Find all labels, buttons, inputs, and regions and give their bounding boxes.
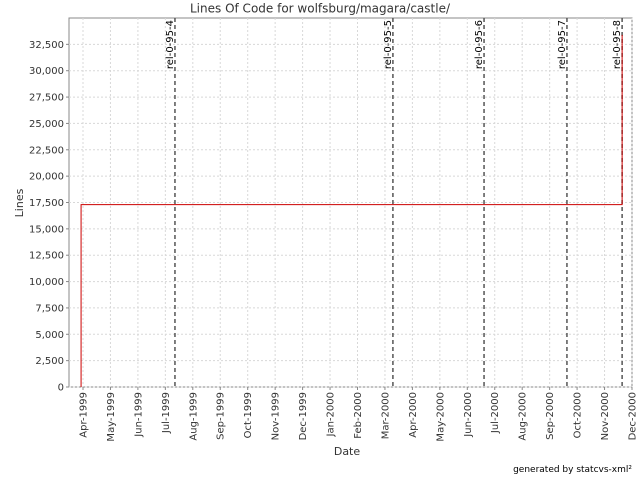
y-tick-label: 17,500 [29, 198, 64, 209]
y-tick-label: 0 [58, 383, 64, 394]
y-tick-label: 5,000 [35, 330, 64, 341]
x-tick-label: Nov-2000 [600, 392, 611, 440]
x-tick-label: Apr-1999 [78, 392, 89, 438]
y-tick-label: 2,500 [35, 356, 64, 367]
x-tick-label: Jul-2000 [490, 392, 501, 434]
release-label: rel-0-95-5 [383, 20, 394, 69]
x-tick-label: May-1999 [106, 392, 117, 442]
x-tick-label: Dec-1999 [298, 392, 309, 440]
y-tick-label: 20,000 [29, 172, 64, 183]
x-tick-label: Apr-2000 [408, 392, 419, 438]
x-tick-label: Nov-1999 [271, 392, 282, 440]
y-axis-label: Lines [13, 188, 26, 217]
x-tick-label: Jan-2000 [326, 392, 337, 437]
x-tick-label: Mar-2000 [380, 392, 391, 439]
y-tick-label: 30,000 [29, 66, 64, 77]
y-tick-label: 25,000 [29, 119, 64, 130]
x-tick-label: Oct-1999 [243, 392, 254, 438]
release-label: rel-0-95-7 [557, 20, 568, 69]
x-tick-label: Oct-2000 [573, 392, 584, 438]
y-tick-label: 12,500 [29, 251, 64, 262]
y-tick-label: 10,000 [29, 277, 64, 288]
line-series [80, 34, 623, 387]
y-tick-label: 7,500 [35, 303, 64, 314]
x-tick-label: May-2000 [435, 392, 446, 442]
x-tick-label: Sep-2000 [545, 392, 556, 440]
footer: generated by statcvs-xml² [513, 465, 632, 475]
release-label: rel-0-95-6 [474, 20, 485, 69]
release-label: rel-0-95-8 [612, 20, 623, 69]
x-tick-label: Aug-2000 [518, 392, 529, 441]
x-tick-label: Sep-1999 [216, 392, 227, 440]
x-tick-label: Dec-2000 [628, 392, 639, 440]
y-tick-label: 32,500 [29, 40, 64, 51]
x-tick-label: Jul-1999 [161, 392, 172, 434]
chart-title: Lines Of Code for wolfsburg/magara/castl… [190, 2, 451, 16]
y-tick-label: 27,500 [29, 93, 64, 104]
x-tick-label: Feb-2000 [353, 392, 364, 439]
x-axis-label: Date [334, 445, 361, 458]
y-tick-label: 15,000 [29, 224, 64, 235]
x-tick-label: Aug-1999 [188, 392, 199, 441]
release-label: rel-0-95-4 [165, 20, 176, 69]
x-tick-label: Jun-1999 [133, 392, 144, 438]
y-tick-label: 22,500 [29, 145, 64, 156]
x-tick-label: Jun-2000 [463, 392, 474, 438]
